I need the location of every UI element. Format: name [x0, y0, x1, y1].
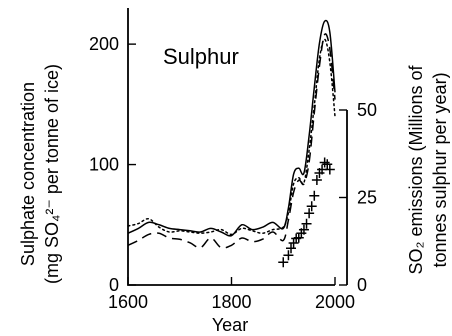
right-axis-title-line-1: SO₂ emissions (Millions of [406, 64, 426, 274]
left-y-tick-label-0: 0 [109, 275, 119, 295]
right-axis-title-line-2: tonnes sulphur per year) [430, 72, 450, 267]
right-y-tick-label-0: 0 [357, 275, 367, 295]
series-line-dashed [127, 33, 336, 249]
plus-marker-10 [306, 201, 317, 212]
plus-marker-12 [311, 175, 322, 185]
plus-marker-2 [286, 243, 297, 254]
x-tick-label-1: 1800 [211, 292, 251, 312]
series-line-solid [127, 19, 336, 237]
x-tick-label-2: 2000 [315, 292, 355, 312]
x-tick-label-0: 1600 [108, 292, 148, 312]
plus-marker-0 [278, 257, 289, 268]
x-axis-title: Year [212, 315, 248, 335]
chart-axes: 1600 1800 2000010020002550SulphurYearSulph… [18, 8, 450, 335]
right-y-tick-label-2: 50 [357, 100, 377, 120]
plus-marker-1 [283, 250, 294, 261]
plus-marker-7 [298, 224, 309, 235]
left-y-tick-label-2: 200 [89, 34, 119, 54]
plus-marker-3 [288, 238, 299, 248]
left-axis-title-line-2: (mg SO₄²⁻ per tonne of ice) [42, 64, 62, 284]
plus-marker-16 [322, 159, 333, 170]
plus-marker-8 [301, 218, 312, 229]
left-axis-title-line-1: Sulphate concentration [18, 82, 38, 266]
plus-marker-15 [319, 157, 330, 168]
plot-area [127, 19, 336, 268]
plus-marker-5 [293, 232, 304, 243]
plus-marker-17 [324, 164, 335, 175]
right-axis-title: SO₂ emissions (Millions of tonnes sulphur… [406, 64, 450, 274]
left-y-tick-label-1: 100 [89, 155, 119, 175]
plus-marker-9 [304, 208, 315, 219]
chart-title: Sulphur [163, 44, 239, 69]
plus-marker-11 [309, 190, 320, 201]
left-axis-title: Sulphate concentration (mg SO₄²⁻ per tonn… [18, 64, 62, 284]
right-y-tick-label-1: 25 [357, 188, 377, 208]
